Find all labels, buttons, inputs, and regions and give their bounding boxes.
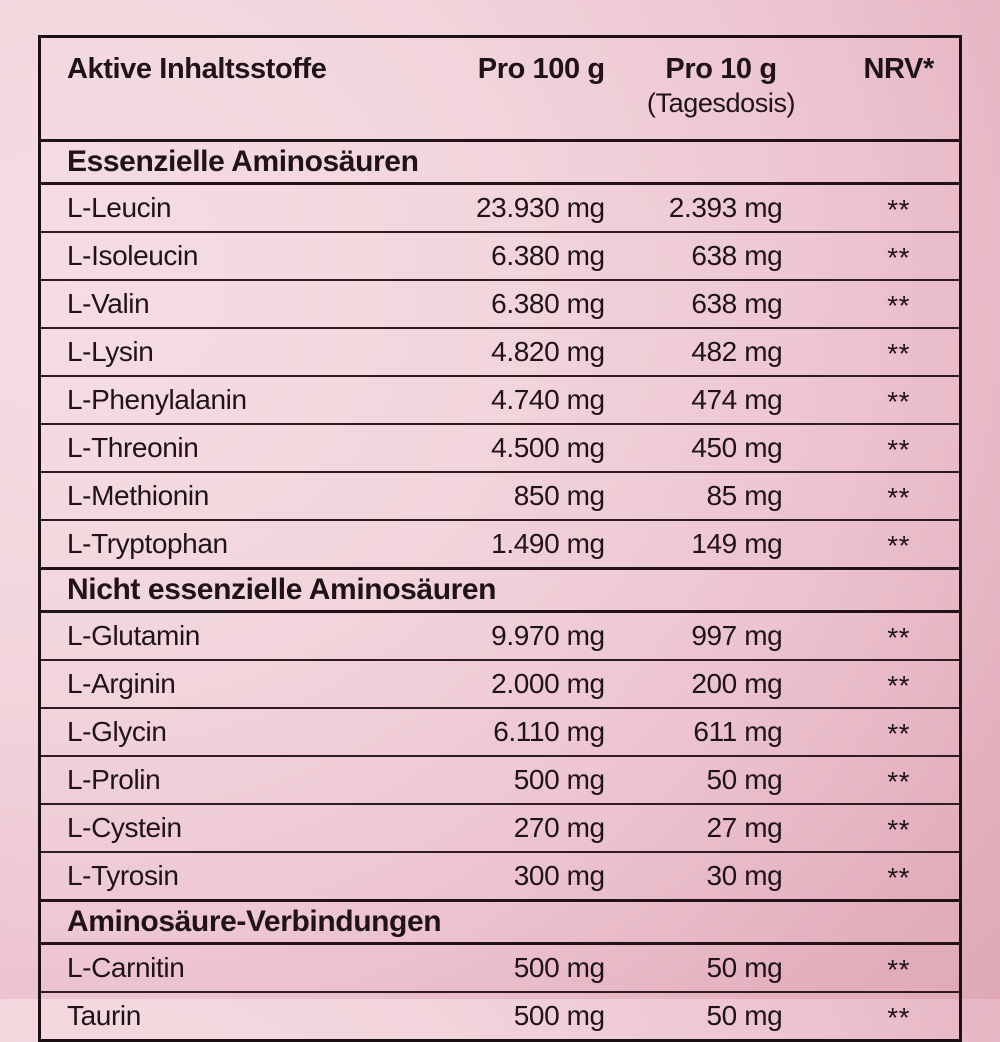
per-100g-value: 4.500 mg (407, 423, 620, 472)
per-100g-value: 2.000 mg (407, 659, 620, 708)
per-10g-value: 30 mg (619, 851, 823, 901)
per-100g-value: 300 mg (407, 851, 620, 901)
ingredient-name: L-Tryptophan (39, 519, 408, 569)
per-100g-value: 9.970 mg (407, 610, 620, 660)
per-10g-value: 200 mg (619, 659, 823, 708)
per-10g-value: 149 mg (619, 519, 823, 569)
table-row: L-Cystein 270 mg 27 mg ** (39, 803, 961, 852)
table-row: L-Prolin 500 mg 50 mg ** (39, 755, 961, 804)
section-title: Essenzielle Aminosäuren (39, 139, 961, 185)
per-10g-value: 50 mg (619, 942, 823, 992)
ingredient-name: L-Tyrosin (39, 851, 408, 901)
nrv-value: ** (822, 803, 961, 852)
nrv-value: ** (822, 279, 961, 328)
table-row: L-Methionin 850 mg 85 mg ** (39, 471, 961, 520)
header-per-10g-title: Pro 10 g (665, 53, 777, 85)
nrv-value: ** (822, 182, 961, 232)
ingredient-name: L-Arginin (39, 659, 408, 708)
per-100g-value: 1.490 mg (407, 519, 620, 569)
section-title: Aminosäure-Verbindungen (39, 899, 961, 945)
per-10g-value: 450 mg (619, 423, 823, 472)
nrv-value: ** (822, 755, 961, 804)
nrv-value: ** (822, 851, 961, 901)
nrv-value: ** (822, 327, 961, 376)
nutrition-table: Aktive Inhaltsstoffe Pro 100 g Pro 10 g … (38, 35, 962, 1042)
per-100g-value: 6.380 mg (407, 231, 620, 280)
header-per-10g-subtitle: (Tagesdosis) (646, 88, 796, 119)
section-title: Nicht essenzielle Aminosäuren (39, 567, 961, 613)
nrv-value: ** (822, 707, 961, 756)
table-row: L-Tyrosin 300 mg 30 mg ** (39, 851, 961, 901)
ingredient-name: L-Glycin (39, 707, 408, 756)
table-row: L-Valin 6.380 mg 638 mg ** (39, 279, 961, 328)
ingredient-name: L-Cystein (39, 803, 408, 852)
table-row: Taurin 500 mg 50 mg ** (39, 991, 961, 1041)
ingredient-name: L-Threonin (39, 423, 408, 472)
table-row: L-Carnitin 500 mg 50 mg ** (39, 942, 961, 992)
per-10g-value: 611 mg (619, 707, 823, 756)
per-10g-value: 997 mg (619, 610, 823, 660)
section-header-non-essential: Nicht essenzielle Aminosäuren (39, 567, 961, 613)
per-10g-value: 482 mg (619, 327, 823, 376)
ingredient-name: L-Valin (39, 279, 408, 328)
header-nrv: NRV* (863, 53, 934, 85)
ingredient-name: L-Leucin (39, 182, 408, 232)
per-100g-value: 23.930 mg (407, 182, 620, 232)
table-row: L-Threonin 4.500 mg 450 mg ** (39, 423, 961, 472)
per-100g-value: 270 mg (407, 803, 620, 852)
nrv-value: ** (822, 659, 961, 708)
nrv-value: ** (822, 991, 961, 1041)
table-header-row: Aktive Inhaltsstoffe Pro 100 g Pro 10 g … (40, 37, 961, 141)
ingredient-name: L-Prolin (39, 755, 408, 804)
per-10g-value: 638 mg (619, 231, 823, 280)
ingredient-name: L-Carnitin (39, 942, 408, 992)
ingredient-name: L-Methionin (39, 471, 408, 520)
per-10g-value: 27 mg (619, 803, 823, 852)
table-row: L-Lysin 4.820 mg 482 mg ** (39, 327, 961, 376)
ingredient-name: L-Isoleucin (39, 231, 408, 280)
nrv-value: ** (822, 610, 961, 660)
header-per-100g: Pro 100 g (477, 53, 605, 85)
per-100g-value: 4.820 mg (407, 327, 620, 376)
nrv-value: ** (822, 231, 961, 280)
ingredient-name: L-Glutamin (39, 610, 408, 660)
nrv-value: ** (822, 423, 961, 472)
nrv-value: ** (822, 471, 961, 520)
ingredient-name: Taurin (39, 991, 408, 1041)
table-row: L-Leucin 23.930 mg 2.393 mg ** (39, 182, 961, 232)
header-ingredients: Aktive Inhaltsstoffe (67, 53, 327, 85)
table-row: L-Arginin 2.000 mg 200 mg ** (39, 659, 961, 708)
table-row: L-Phenylalanin 4.740 mg 474 mg ** (39, 375, 961, 424)
per-100g-value: 500 mg (407, 942, 620, 992)
per-10g-value: 638 mg (619, 279, 823, 328)
table-row: L-Tryptophan 1.490 mg 149 mg ** (39, 519, 961, 569)
per-100g-value: 500 mg (407, 991, 620, 1041)
per-100g-value: 850 mg (407, 471, 620, 520)
section-header-essential: Essenzielle Aminosäuren (39, 139, 961, 185)
table-row: L-Glycin 6.110 mg 611 mg ** (39, 707, 961, 756)
nrv-value: ** (822, 942, 961, 992)
table-row: L-Isoleucin 6.380 mg 638 mg ** (39, 231, 961, 280)
per-100g-value: 6.380 mg (407, 279, 620, 328)
per-10g-value: 50 mg (619, 991, 823, 1041)
per-10g-value: 474 mg (619, 375, 823, 424)
table-row: L-Glutamin 9.970 mg 997 mg ** (39, 610, 961, 660)
per-100g-value: 500 mg (407, 755, 620, 804)
ingredient-name: L-Lysin (39, 327, 408, 376)
ingredient-name: L-Phenylalanin (39, 375, 408, 424)
per-10g-value: 50 mg (619, 755, 823, 804)
per-10g-value: 85 mg (619, 471, 823, 520)
nrv-value: ** (822, 375, 961, 424)
per-100g-value: 4.740 mg (407, 375, 620, 424)
nrv-value: ** (822, 519, 961, 569)
header-per-10g: Pro 10 g (Tagesdosis) (620, 37, 823, 141)
per-100g-value: 6.110 mg (407, 707, 620, 756)
section-header-compounds: Aminosäure-Verbindungen (39, 899, 961, 945)
per-10g-value: 2.393 mg (619, 182, 823, 232)
